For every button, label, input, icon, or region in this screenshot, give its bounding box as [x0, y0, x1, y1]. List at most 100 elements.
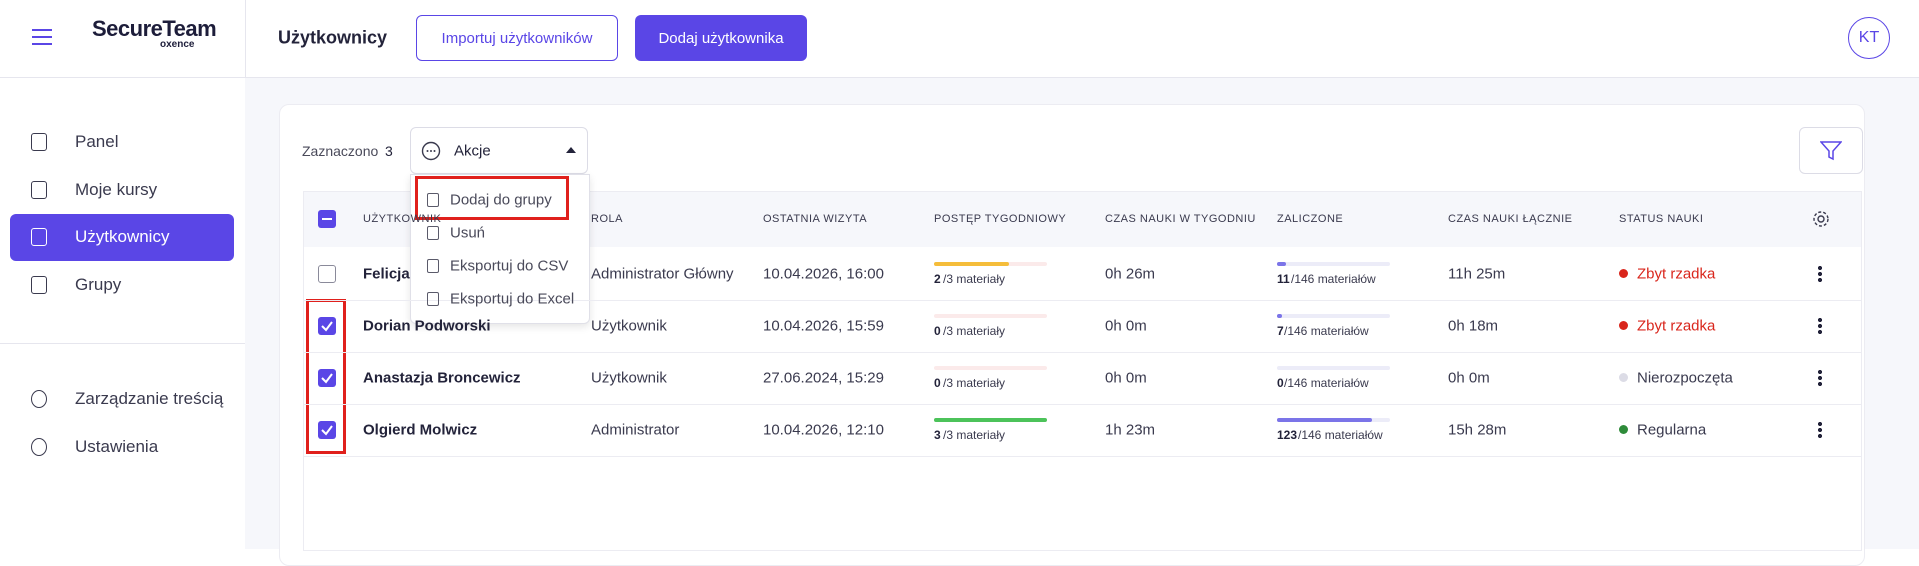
page-title: Użytkownicy — [278, 27, 388, 48]
actions-dropdown[interactable] — [410, 127, 588, 174]
row-border — [304, 404, 1861, 405]
weekly-bar — [934, 418, 1047, 422]
menu-item[interactable]: Dodaj do grupy — [450, 191, 552, 209]
nav-item[interactable]: Użytkownicy — [75, 227, 170, 246]
nav-icon — [31, 181, 47, 199]
weekly-done: 0 — [934, 376, 941, 390]
time-total: 0h 0m — [1448, 369, 1490, 387]
active-nav-bg — [10, 214, 234, 261]
time-total: 11h 25m — [1448, 265, 1506, 283]
role: Administrator — [591, 421, 680, 439]
menu-item[interactable]: Eksportuj do Excel — [450, 290, 575, 308]
completed-bar — [1277, 418, 1373, 422]
weekly-track — [934, 366, 1047, 370]
status-dot — [1619, 321, 1628, 330]
row-checkbox[interactable] — [318, 369, 336, 387]
actions-label: Akcje — [454, 142, 491, 160]
menu-icon — [427, 259, 439, 273]
column-header: UŻYTKOWNIK — [363, 213, 442, 225]
completed-label: /146 materiałów — [1284, 324, 1369, 338]
completed-done: 0 — [1277, 376, 1284, 390]
status: Zbyt rzadka — [1637, 265, 1716, 283]
filter-icon — [1820, 141, 1842, 161]
weekly-done: 0 — [934, 324, 941, 338]
completed-label: /146 materiałów — [1291, 272, 1376, 286]
column-header: CZAS NAUKI W TYGODNIU — [1105, 213, 1256, 225]
last-visit: 27.06.2024, 15:29 — [763, 369, 884, 387]
user-name: Felicja — [363, 265, 410, 283]
completed-done: 11 — [1277, 272, 1290, 286]
row-menu[interactable] — [1818, 265, 1822, 283]
nav-item[interactable]: Grupy — [75, 275, 122, 294]
actions-icon — [421, 141, 441, 161]
completed-done: 7 — [1277, 324, 1284, 338]
select-all[interactable] — [318, 210, 336, 228]
completed-track — [1277, 314, 1390, 318]
weekly-label: /3 materiały — [943, 272, 1006, 286]
completed-bar — [1277, 262, 1286, 266]
row-border — [304, 352, 1861, 353]
caret — [566, 147, 576, 153]
status: Regularna — [1637, 421, 1707, 439]
row-menu[interactable] — [1818, 421, 1822, 439]
completed-label: /146 materiałów — [1298, 428, 1383, 442]
nav-icon — [31, 133, 47, 151]
weekly-done: 3 — [934, 428, 941, 442]
role: Administrator Główny — [591, 265, 734, 283]
menu-icon[interactable] — [31, 28, 53, 46]
weekly-track — [934, 314, 1047, 318]
selected-label: Zaznaczono — [302, 143, 379, 159]
selected-count: 3 — [385, 143, 393, 159]
nav-item[interactable]: Moje kursy — [75, 180, 158, 199]
nav-icon — [31, 390, 47, 408]
menu-item[interactable]: Eksportuj do CSV — [450, 257, 569, 275]
column-header: ROLA — [591, 213, 623, 225]
weekly-done: 2 — [934, 272, 941, 286]
nav-item[interactable]: Panel — [75, 132, 119, 151]
completed-track — [1277, 262, 1390, 266]
time-total: 0h 18m — [1448, 317, 1499, 335]
user-name: Anastazja Broncewicz — [363, 369, 521, 387]
row-checkbox[interactable] — [318, 265, 336, 283]
time-total: 15h 28m — [1448, 421, 1507, 439]
logo: SecureTeam — [92, 16, 217, 41]
menu-icon — [427, 292, 439, 306]
row-menu[interactable] — [1818, 317, 1822, 335]
nav-divider — [0, 343, 245, 344]
role: Użytkownik — [591, 317, 667, 335]
user-name: Olgierd Molwicz — [363, 421, 478, 439]
last-visit: 10.04.2026, 16:00 — [763, 265, 884, 283]
status: Nierozpoczęta — [1637, 369, 1733, 387]
column-header: CZAS NAUKI ŁĄCZNIE — [1448, 213, 1573, 225]
time-week: 1h 23m — [1105, 421, 1156, 439]
column-header: STATUS NAUKI — [1619, 213, 1704, 225]
row-menu[interactable] — [1818, 369, 1822, 387]
completed-track — [1277, 366, 1390, 370]
weekly-label: /3 materiały — [943, 428, 1006, 442]
actions-menu — [410, 174, 590, 324]
menu-icon — [427, 226, 439, 240]
status-dot — [1619, 269, 1628, 278]
time-week: 0h 0m — [1105, 317, 1147, 335]
weekly-bar — [934, 262, 1010, 266]
nav-icon — [31, 438, 47, 456]
nav-icon — [31, 276, 47, 294]
nav-item[interactable]: Ustawienia — [75, 437, 159, 456]
sidebar — [0, 0, 246, 549]
weekly-label: /3 materiały — [943, 324, 1006, 338]
row-checkbox[interactable] — [318, 421, 336, 439]
column-header: POSTĘP TYGODNIOWY — [934, 213, 1067, 225]
import-button[interactable]: Importuj użytkowników — [416, 15, 618, 61]
filter-button[interactable] — [1799, 127, 1863, 174]
user-name: Dorian Podworski — [363, 317, 491, 335]
row-checkbox[interactable] — [318, 317, 336, 335]
avatar[interactable]: KT — [1848, 17, 1890, 59]
nav-item[interactable]: Zarządzanie treścią — [75, 389, 224, 408]
row-border — [304, 300, 1861, 301]
row-border — [304, 456, 1861, 457]
add-button[interactable]: Dodaj użytkownika — [635, 15, 807, 61]
settings-icon[interactable] — [1812, 210, 1830, 228]
menu-item[interactable]: Usuń — [450, 224, 486, 242]
completed-done: 123 — [1277, 428, 1298, 442]
